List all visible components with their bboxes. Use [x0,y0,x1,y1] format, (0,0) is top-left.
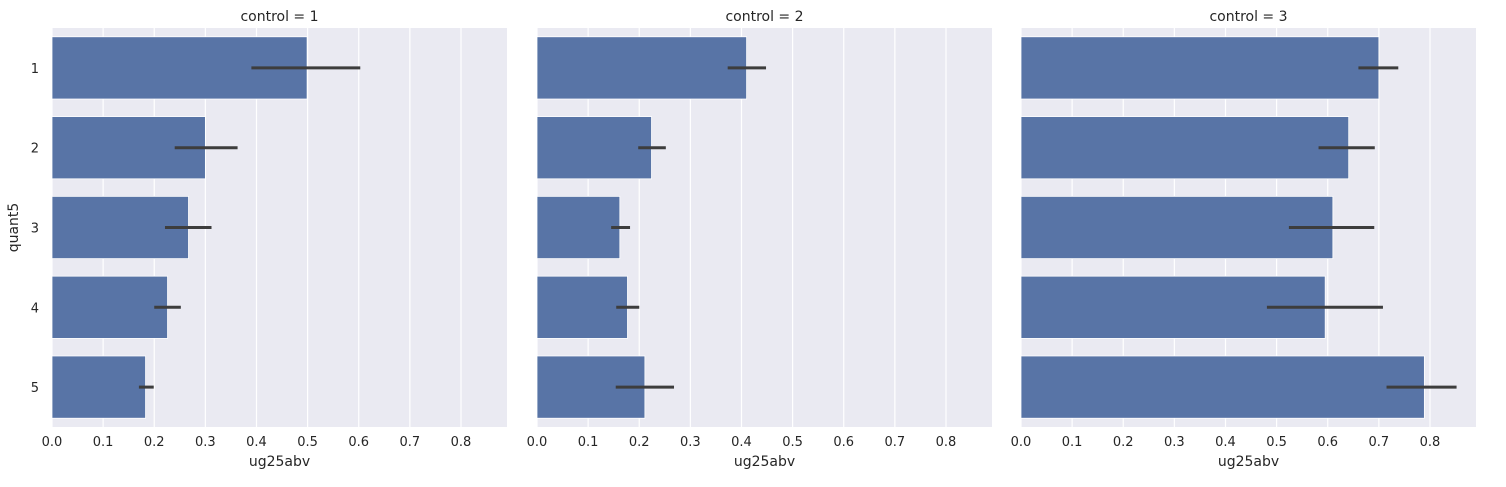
x-tick-label-p1-1: 0.1 [93,435,114,450]
x-tick-label-p2-8: 0.8 [936,435,957,450]
x-tick-label-p2-5: 0.5 [782,435,803,450]
x-tick-label-p3-0: 0.0 [1011,435,1032,450]
bar-p2-2 [536,116,652,180]
x-tick-label-p1-3: 0.3 [195,435,216,450]
x-tick-label-p2-0: 0.0 [527,435,548,450]
bar-p2-1 [536,36,748,100]
bar-p3-5 [1020,355,1425,419]
x-tick-label-p3-6: 0.6 [1317,435,1338,450]
x-tick-label-p1-7: 0.7 [400,435,421,450]
x-tick-label-p3-5: 0.5 [1266,435,1287,450]
y-axis-label: quant5 [6,203,22,253]
facet-title-1: control = 1 [240,9,318,25]
x-tick-label-p1-6: 0.6 [348,435,369,450]
x-tick-label-p2-1: 0.1 [578,435,599,450]
x-tick-label-p1-4: 0.4 [246,435,267,450]
x-tick-label-p3-4: 0.4 [1215,435,1236,450]
facet-title-3: control = 3 [1209,9,1287,25]
bar-p3-2 [1020,116,1350,180]
x-tick-label-p1-0: 0.0 [42,435,63,450]
bar-p3-1 [1020,36,1380,100]
x-tick-label-p2-6: 0.6 [833,435,854,450]
x-tick-label-p3-1: 0.1 [1062,435,1083,450]
facet-title-2: control = 2 [725,9,803,25]
x-tick-label-p1-2: 0.2 [144,435,165,450]
x-tick-label-p2-3: 0.3 [680,435,701,450]
y-tick-label-3: 3 [31,222,39,237]
x-tick-label-p2-2: 0.2 [629,435,650,450]
y-tick-label-1: 1 [31,62,39,77]
x-axis-label-2: ug25abv [734,454,795,470]
x-tick-label-p2-4: 0.4 [731,435,752,450]
x-tick-label-p1-8: 0.8 [451,435,472,450]
x-tick-label-p3-2: 0.2 [1113,435,1134,450]
y-tick-label-2: 2 [31,142,39,157]
bar-p1-4 [51,275,168,339]
y-tick-label-4: 4 [31,301,39,316]
x-tick-label-p3-8: 0.8 [1420,435,1441,450]
x-tick-label-p3-7: 0.7 [1369,435,1390,450]
bar-p2-3 [536,195,621,260]
bar-p2-4 [536,275,628,339]
bar-p1-5 [51,355,146,419]
x-tick-label-p1-5: 0.5 [297,435,318,450]
x-tick-label-p2-7: 0.7 [885,435,906,450]
x-axis-label-1: ug25abv [249,454,310,470]
y-tick-label-5: 5 [31,381,39,396]
x-axis-label-3: ug25abv [1218,454,1279,470]
x-tick-label-p3-3: 0.3 [1164,435,1185,450]
bar-p3-3 [1020,195,1334,260]
